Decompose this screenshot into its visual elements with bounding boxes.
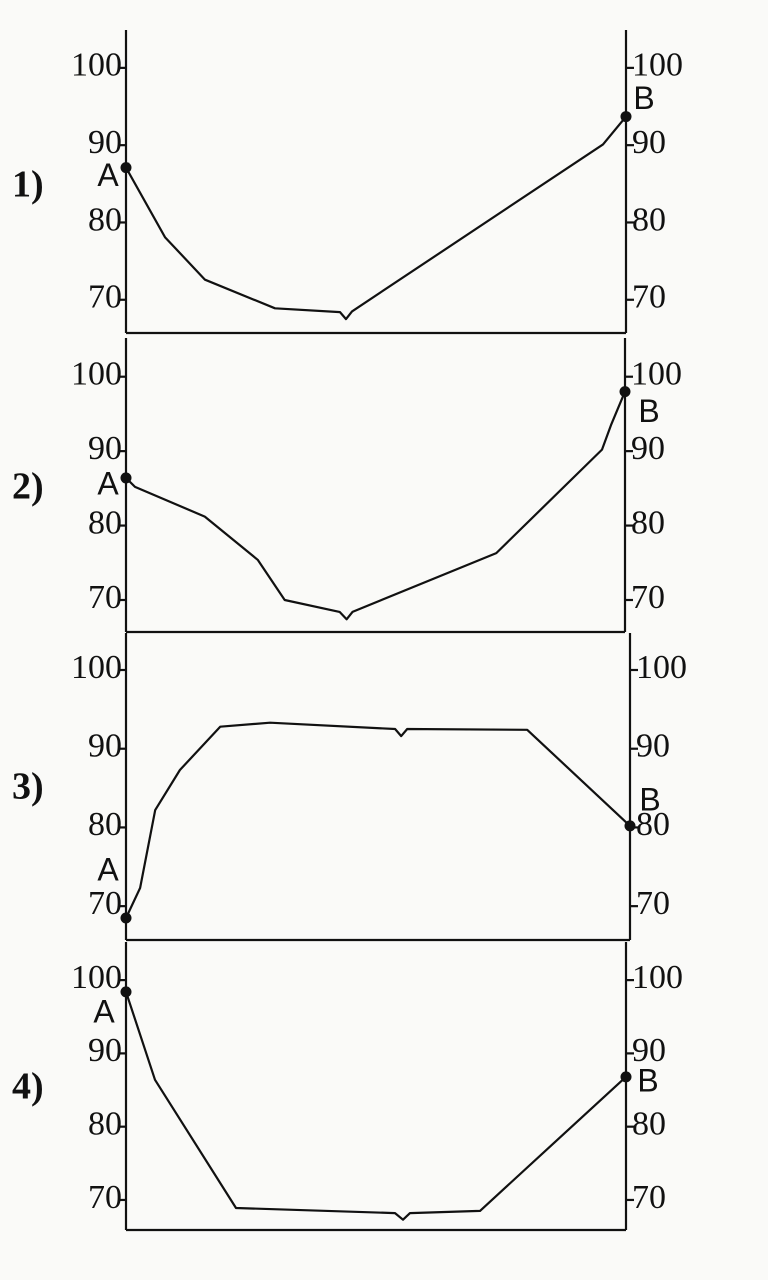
point-label: A xyxy=(93,993,115,1029)
data-line xyxy=(125,391,627,621)
point-marker xyxy=(120,162,132,174)
y-tick-label: 100 xyxy=(71,649,122,686)
point-label: B xyxy=(638,393,659,429)
y2-tick-label: 90 xyxy=(631,430,665,467)
point-marker xyxy=(619,386,631,398)
panel-label: 2) xyxy=(12,466,44,508)
y-tick-label: 90 xyxy=(88,1032,122,1069)
y2-tick-label: 100 xyxy=(632,47,683,84)
y2-tick-label: 70 xyxy=(636,885,670,922)
y2-tick-label: 70 xyxy=(632,279,666,316)
panel-label: 4) xyxy=(12,1066,44,1108)
y-tick-label: 100 xyxy=(71,356,122,393)
point-marker xyxy=(620,1071,632,1083)
y-tick-label: 70 xyxy=(88,279,122,316)
point-label: A xyxy=(97,157,119,193)
point-marker xyxy=(120,986,132,998)
y2-tick-label: 80 xyxy=(636,806,670,843)
y2-tick-label: 70 xyxy=(631,579,665,616)
y-tick-label: 70 xyxy=(88,885,122,922)
point-label: B xyxy=(637,1062,658,1098)
y2-tick-label: 70 xyxy=(632,1179,666,1216)
y2-tick-label: 90 xyxy=(632,124,666,161)
point-label: A xyxy=(97,465,119,501)
y-tick-label: 70 xyxy=(88,1179,122,1216)
y-tick-label: 80 xyxy=(88,504,122,541)
y2-tick-label: 80 xyxy=(632,201,666,238)
data-line xyxy=(125,115,627,321)
y-tick-label: 90 xyxy=(88,728,122,765)
y-tick-label: 90 xyxy=(88,124,122,161)
y-tick-label: 80 xyxy=(88,1105,122,1142)
y-tick-label: 80 xyxy=(88,806,122,843)
y-tick-label: 100 xyxy=(71,959,122,996)
y2-tick-label: 90 xyxy=(632,1032,666,1069)
point-label: A xyxy=(97,851,119,887)
data-line xyxy=(125,721,631,919)
point-label: B xyxy=(633,80,654,116)
y2-tick-label: 100 xyxy=(636,649,687,686)
data-line xyxy=(124,991,627,1221)
point-label: B xyxy=(639,781,660,817)
y2-tick-label: 100 xyxy=(632,959,683,996)
panel-label: 1) xyxy=(12,164,44,206)
y2-tick-label: 90 xyxy=(636,728,670,765)
y2-tick-label: 80 xyxy=(631,504,665,541)
point-marker xyxy=(624,820,636,832)
y-tick-label: 100 xyxy=(71,47,122,84)
panel-label: 3) xyxy=(12,766,44,808)
y2-tick-label: 100 xyxy=(631,356,682,393)
y-tick-label: 70 xyxy=(88,579,122,616)
point-marker xyxy=(620,111,632,123)
y-tick-label: 80 xyxy=(88,201,122,238)
point-marker xyxy=(120,912,132,924)
point-marker xyxy=(120,472,132,484)
y2-tick-label: 80 xyxy=(632,1105,666,1142)
y-tick-label: 90 xyxy=(88,430,122,467)
